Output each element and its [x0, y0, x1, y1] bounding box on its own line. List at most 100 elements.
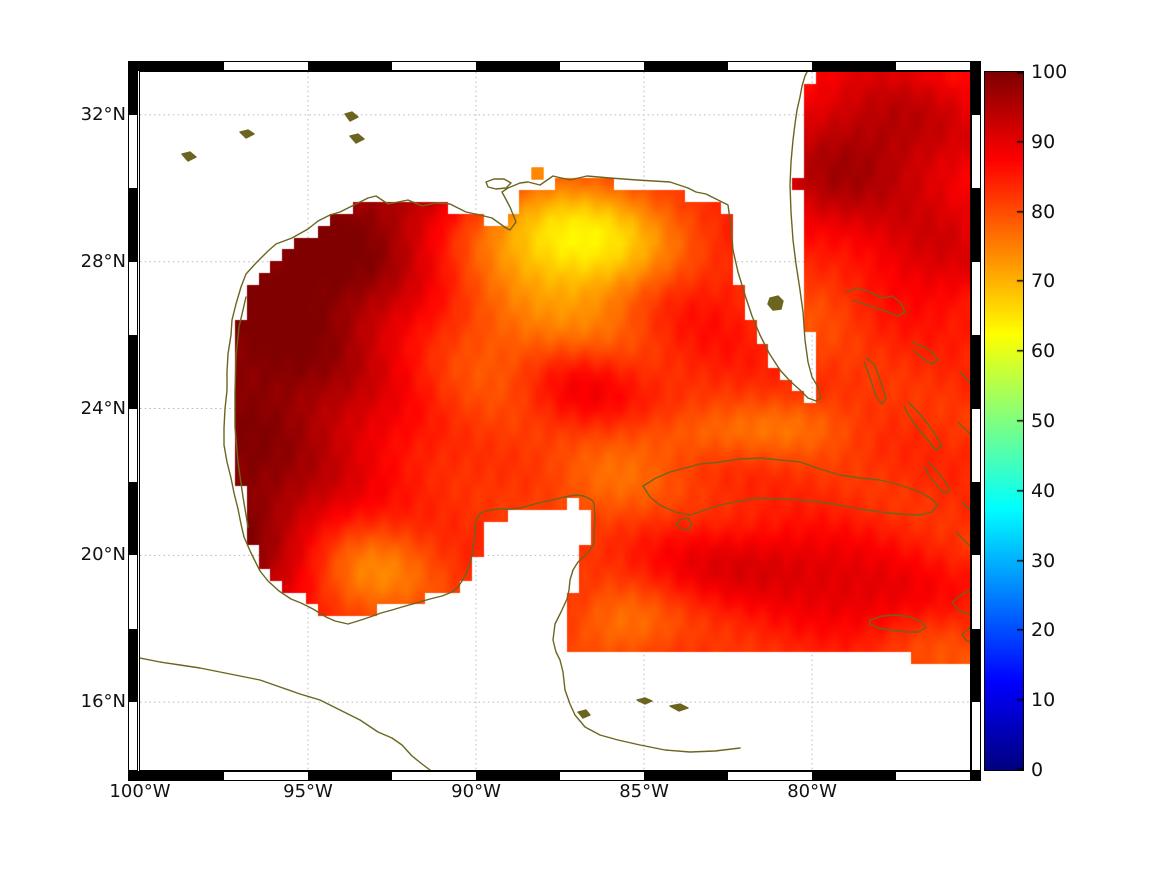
frame-stripe — [644, 62, 729, 70]
frame-stripe — [224, 772, 308, 780]
frame-stripe — [972, 555, 980, 629]
florida-coast — [687, 72, 822, 402]
bahama-long-island — [923, 461, 951, 495]
frame-stripe — [972, 628, 980, 703]
lat-tick-label: 24°N — [80, 397, 126, 419]
inland-lake-1 — [239, 129, 255, 139]
cuba-coast — [642, 457, 939, 516]
inland-lake-4 — [181, 151, 197, 162]
frame-stripe — [129, 628, 137, 703]
frame-stripe — [476, 772, 561, 780]
frame-stripe — [129, 555, 137, 629]
frame-stripe — [392, 772, 477, 780]
colorbar-tick-label: 0 — [1031, 759, 1044, 781]
frame-stripe — [129, 261, 137, 336]
frame-stripe — [896, 772, 970, 780]
bahama-edge-3 — [961, 501, 970, 511]
lake-okeechobee — [767, 295, 784, 311]
frame-stripe — [728, 772, 813, 780]
frame-stripe — [129, 481, 137, 556]
colorbar-tick-label: 30 — [1031, 549, 1056, 572]
bahama-grand — [845, 287, 906, 317]
map-frame-top — [128, 61, 980, 71]
frame-stripe — [129, 408, 137, 482]
inland-lake-2 — [344, 111, 359, 122]
frame-stripe — [972, 408, 980, 482]
bahama-andros — [863, 357, 887, 405]
lon-tick-label: 100°W — [109, 781, 171, 802]
lon-tick-label: 95°W — [283, 781, 333, 802]
isolated-data-cell — [531, 167, 544, 180]
frame-stripe — [140, 772, 224, 780]
colorbar-tick-label: 50 — [1031, 410, 1056, 432]
lake-pontchartrain — [485, 178, 512, 190]
colorbar-tick-label: 40 — [1031, 479, 1056, 502]
colorbar — [984, 71, 1024, 771]
colorbar-tick-label: 10 — [1031, 689, 1056, 712]
frame-stripe — [129, 114, 137, 189]
inland-lake-3 — [349, 133, 365, 144]
bahama-edge-2 — [957, 421, 970, 435]
frame-stripe — [308, 62, 393, 70]
colorbar-tick-label: 90 — [1031, 130, 1056, 153]
frame-corner-tr — [971, 61, 981, 71]
lon-tick-label: 90°W — [451, 781, 501, 802]
colorbar-tick-label: 100 — [1031, 61, 1068, 83]
colorbar-tick-label: 60 — [1031, 340, 1056, 363]
frame-corner-br — [971, 771, 981, 781]
frame-stripe — [972, 702, 980, 770]
lat-tick-label: 28°N — [80, 250, 126, 272]
texas-barrier-island — [234, 296, 249, 528]
frame-stripe — [560, 772, 645, 780]
frame-stripe — [972, 188, 980, 262]
bahama-edge-4 — [955, 531, 970, 547]
frame-stripe — [129, 335, 137, 409]
map-frame-bottom — [128, 771, 980, 781]
hispaniola-edge-2 — [961, 627, 970, 643]
bahama-edge-1 — [959, 371, 970, 385]
frame-stripe — [812, 772, 897, 780]
mexico-pacific-coast — [140, 657, 431, 770]
lat-tick-label: 32°N — [80, 103, 126, 125]
frame-corner-tl — [128, 61, 138, 71]
bahama-exuma — [903, 401, 943, 451]
heatmap-field — [140, 72, 970, 770]
hispaniola-edge-1 — [951, 589, 970, 616]
colorbar-tick-label: 80 — [1031, 200, 1056, 223]
bahama-eleuthera — [911, 341, 939, 365]
frame-stripe — [129, 188, 137, 262]
lon-tick-label: 80°W — [787, 781, 837, 802]
map-frame-left — [128, 71, 138, 771]
map-plot — [139, 71, 971, 771]
bay-island-1 — [636, 697, 653, 705]
coastlines — [140, 72, 970, 770]
map-frame-right — [971, 71, 981, 771]
frame-stripe — [896, 62, 970, 70]
frame-stripe — [308, 772, 393, 780]
guatemala-lake — [577, 709, 591, 719]
frame-corner-bl — [128, 771, 138, 781]
frame-stripe — [129, 72, 137, 115]
lon-tick-label: 85°W — [619, 781, 669, 802]
isle-of-youth — [675, 517, 693, 531]
frame-stripe — [812, 62, 897, 70]
frame-stripe — [224, 62, 308, 70]
frame-stripe — [560, 62, 645, 70]
frame-stripe — [392, 62, 477, 70]
gulf-coast — [223, 175, 741, 753]
lat-tick-label: 20°N — [80, 544, 126, 566]
lat-tick-label: 16°N — [80, 691, 126, 713]
frame-stripe — [972, 261, 980, 336]
frame-stripe — [129, 702, 137, 770]
colorbar-tick-label: 70 — [1031, 270, 1056, 293]
frame-stripe — [728, 62, 813, 70]
frame-stripe — [972, 72, 980, 115]
bay-island-2 — [669, 703, 689, 712]
frame-stripe — [644, 772, 729, 780]
colorbar-tick-label: 20 — [1031, 619, 1056, 642]
frame-stripe — [476, 62, 561, 70]
jamaica-coast — [869, 614, 927, 633]
frame-stripe — [972, 481, 980, 556]
colorbar-gradient — [985, 72, 1023, 770]
